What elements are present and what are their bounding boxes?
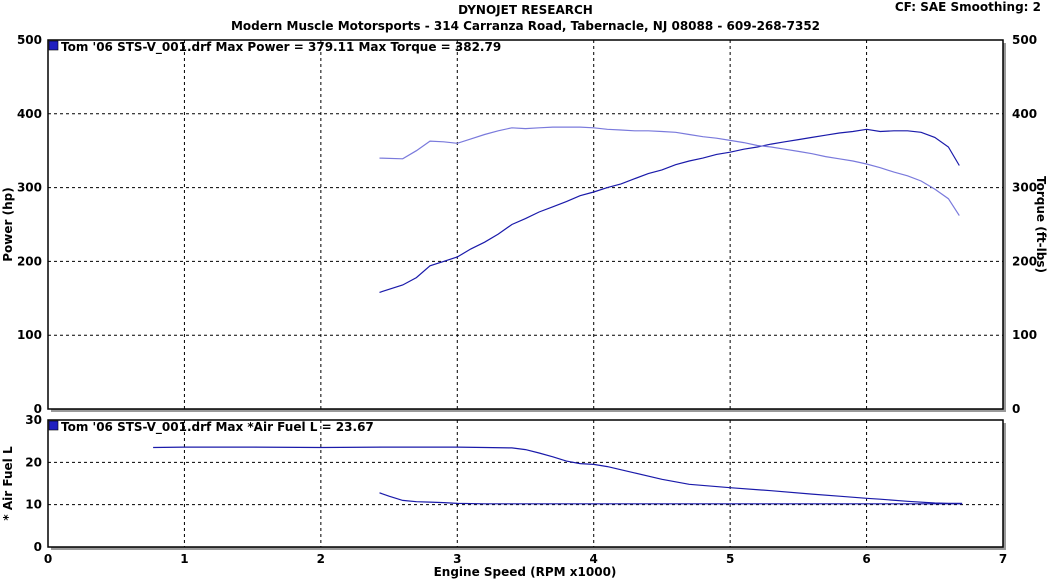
chart-title: DYNOJET RESEARCH <box>458 3 593 17</box>
x-tick-label: 0 <box>44 552 52 566</box>
y-axis-title-right: Torque (ft-lbs) <box>1034 176 1048 273</box>
series-line-power <box>379 128 960 293</box>
y-tick-label: 400 <box>17 107 42 121</box>
x-tick-label: 6 <box>862 552 870 566</box>
x-axis-title: Engine Speed (RPM x1000) <box>434 565 617 579</box>
x-tick-label: 5 <box>726 552 734 566</box>
y-tick-label: 10 <box>25 498 42 512</box>
x-tick-label: 7 <box>999 552 1007 566</box>
y-tick-label: 0 <box>34 402 42 416</box>
y-tick-label: 0 <box>34 540 42 554</box>
y-tick-label-right: 0 <box>1012 402 1020 416</box>
y-tick-label-right: 200 <box>1012 254 1037 268</box>
y-tick-label: 20 <box>25 455 42 469</box>
settings-label: CF: SAE Smoothing: 2 <box>894 0 1041 14</box>
x-tick-label: 4 <box>590 552 598 566</box>
chart-subtitle: Modern Muscle Motorsports - 314 Carranza… <box>230 19 821 33</box>
y-tick-label-right: 300 <box>1012 181 1037 195</box>
legend-text: Tom '06 STS-V_001.drf Max Power = 379.11… <box>61 40 501 55</box>
x-tick-label: 1 <box>180 552 188 566</box>
series-line-afr_high <box>153 446 963 504</box>
y-axis-title: * Air Fuel L <box>1 446 15 521</box>
plot-frame <box>47 419 1004 548</box>
y-tick-label: 300 <box>17 181 42 195</box>
plot-frame <box>47 39 1004 410</box>
legend-marker <box>48 40 59 51</box>
y-tick-label: 500 <box>17 33 42 47</box>
y-axis-title: Power (hp) <box>1 187 15 261</box>
y-tick-label-right: 100 <box>1012 328 1037 342</box>
x-tick-label: 2 <box>317 552 325 566</box>
series-line-afr_low <box>379 492 963 505</box>
y-tick-label: 30 <box>25 413 42 427</box>
y-tick-label-right: 400 <box>1012 107 1037 121</box>
y-tick-label: 100 <box>17 328 42 342</box>
y-tick-label-right: 500 <box>1012 33 1037 47</box>
legend-text: Tom '06 STS-V_001.drf Max *Air Fuel L = … <box>61 420 374 435</box>
x-tick-label: 3 <box>453 552 461 566</box>
legend-marker <box>48 420 59 431</box>
y-tick-label: 200 <box>17 254 42 268</box>
series-line-torque <box>379 126 960 216</box>
